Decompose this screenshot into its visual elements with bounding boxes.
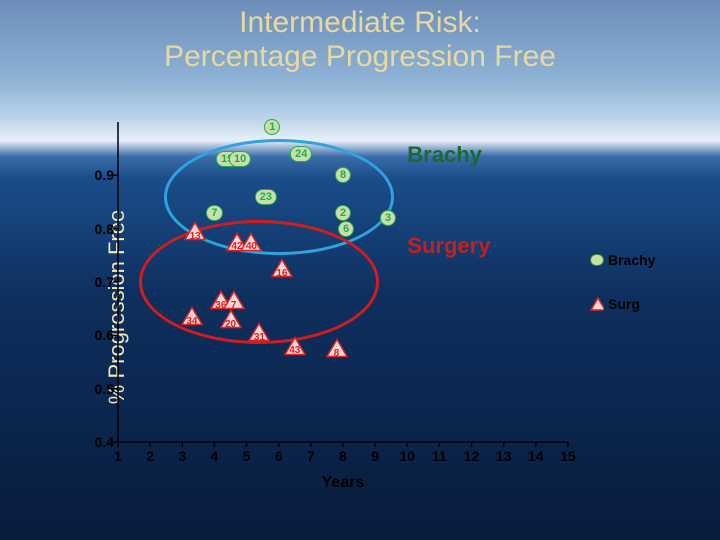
chart-area: % Progression Free 0.40.50.60.70.80.9 12… [60,122,690,512]
plot-region: 1191024823726313424016367342031438Brachy… [118,122,568,442]
brachy-point: 6 [338,221,354,237]
y-tick: 0.6 [80,327,114,343]
brachy-point: 3 [380,210,396,226]
legend-label: Surg [608,296,640,312]
surg-point: 20 [220,310,242,335]
y-tick: 0.8 [80,221,114,237]
slide-title-line2: Percentage Progression Free [0,40,720,74]
legend-swatch [590,253,604,267]
brachy-point: 7 [206,205,222,221]
legend-item: Surg [590,296,690,312]
brachy-point: 2 [335,205,351,221]
y-tick: 0.5 [80,381,114,397]
brachy-point: 10 [229,151,251,167]
y-tick: 0.9 [80,167,114,183]
brachy-point: 8 [335,167,351,183]
legend-item: Brachy [590,252,690,268]
surg-point: 16 [271,259,293,284]
surg-point: 43 [284,336,306,361]
x-axis-label: Years [118,474,568,492]
surg-point: 8 [326,339,348,364]
slide-title-line1: Intermediate Risk: [0,0,720,40]
surg-point: 31 [248,323,270,348]
y-tick: 0.7 [80,274,114,290]
brachy-point: 23 [255,189,277,205]
legend: Brachy Surg [590,252,690,340]
surg-point: 40 [240,232,262,257]
legend-label: Brachy [608,252,655,268]
legend-swatch [590,297,604,311]
surg-label: Surgery [407,233,490,259]
brachy-point: 24 [290,146,312,162]
surg-point: 34 [181,307,203,332]
surg-point: 13 [184,222,206,247]
brachy-point: 1 [264,119,280,135]
brachy-label: Brachy [407,142,482,168]
